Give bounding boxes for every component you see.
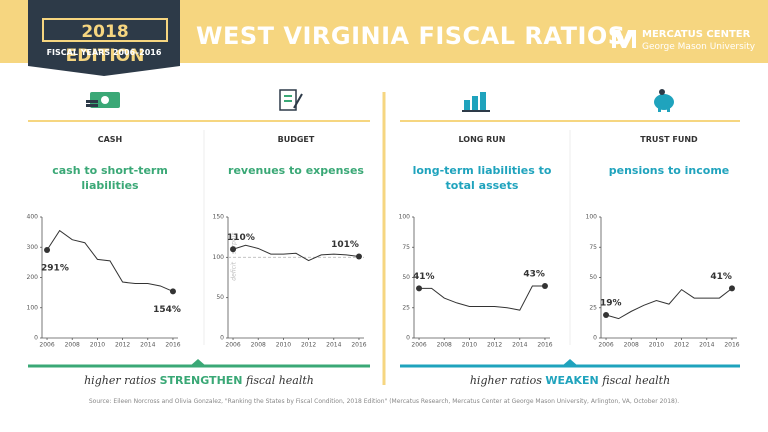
x-tick-label: 2014	[326, 342, 341, 349]
x-tick-label: 2010	[462, 342, 477, 349]
section-label: LONG RUN	[458, 135, 506, 144]
years: FISCAL YEARS 2006–2016	[46, 48, 162, 57]
x-tick-label: 2006	[598, 342, 613, 349]
data-point	[169, 288, 176, 295]
y-tick-label: 400	[27, 214, 39, 221]
footer-emphasis: STRENGTHEN	[159, 374, 243, 387]
university: George Mason University	[642, 42, 756, 52]
y-tick-label: 0	[220, 335, 224, 342]
data-point	[603, 312, 610, 319]
x-tick-label: 2008	[251, 342, 266, 349]
x-tick-label: 2016	[351, 342, 366, 349]
data-point	[44, 246, 51, 253]
data-line	[605, 287, 733, 320]
page-title: WEST VIRGINIA FISCAL RATIOS	[196, 22, 626, 50]
reference-label: deficit	[231, 261, 238, 280]
y-tick-label: 100	[213, 254, 225, 261]
reference-label: surplus	[231, 232, 238, 254]
chart-title: pensions to income	[608, 164, 730, 177]
y-tick-label: 150	[213, 214, 225, 221]
value-label: 41%	[710, 272, 732, 282]
chart-title: cash to short-term liabilities	[52, 164, 168, 192]
x-tick-label: 2008	[65, 342, 80, 349]
footer-pointer	[190, 359, 206, 366]
y-tick-label: 0	[593, 335, 597, 342]
footer-text: higher ratios	[84, 374, 157, 387]
value-label: 41%	[413, 272, 435, 282]
x-tick-label: 2012	[674, 342, 689, 349]
chart-title: revenues to expenses	[228, 164, 364, 177]
x-tick-label: 2016	[724, 342, 739, 349]
value-label: 101%	[331, 240, 359, 250]
section-label: CASH	[97, 135, 123, 144]
x-tick-label: 2006	[411, 342, 426, 349]
y-tick-label: 0	[406, 335, 410, 342]
data-point	[230, 246, 237, 253]
x-tick-label: 2012	[301, 342, 316, 349]
data-line	[46, 229, 174, 292]
x-tick-label: 2014	[140, 342, 155, 349]
section-label: TRUST FUND	[640, 135, 698, 144]
y-tick-label: 75	[402, 244, 410, 251]
x-tick-label: 2010	[276, 342, 291, 349]
y-tick-label: 25	[402, 304, 410, 311]
footer-text: fiscal health	[602, 374, 671, 387]
x-tick-label: 2016	[165, 342, 180, 349]
y-tick-label: 100	[586, 214, 598, 221]
footer-text: higher ratios	[469, 374, 542, 387]
y-tick-label: 50	[402, 274, 410, 281]
value-label: 291%	[41, 263, 69, 273]
value-label: 110%	[227, 233, 255, 243]
y-tick-label: 25	[589, 304, 597, 311]
icon-trust-fund	[654, 89, 674, 112]
y-tick-label: 100	[27, 304, 39, 311]
x-tick-label: 2008	[624, 342, 639, 349]
x-tick-label: 2006	[39, 342, 54, 349]
value-label: 19%	[600, 299, 622, 309]
x-tick-label: 2010	[90, 342, 105, 349]
x-tick-label: 2012	[487, 342, 502, 349]
footer-emphasis: WEAKEN	[545, 374, 599, 387]
y-tick-label: 50	[216, 294, 224, 301]
y-tick-label: 100	[399, 214, 411, 221]
y-tick-label: 300	[27, 244, 39, 251]
data-point	[416, 285, 423, 292]
footer-text: fiscal health	[246, 374, 314, 387]
data-point	[355, 253, 362, 260]
value-label: 43%	[523, 269, 545, 279]
x-tick-label: 2014	[512, 342, 527, 349]
x-tick-label: 2008	[437, 342, 452, 349]
section-label: BUDGET	[277, 135, 315, 144]
x-tick-label: 2016	[537, 342, 552, 349]
x-tick-label: 2014	[699, 342, 714, 349]
icon-cash	[86, 92, 120, 108]
source: Source: Eileen Norcross and Olivia Gonza…	[88, 398, 680, 405]
icon-long-run	[462, 92, 490, 112]
footer-note: higher ratios WEAKEN fiscal health	[399, 374, 741, 387]
footer-note: higher ratios STRENGTHEN fiscal health	[28, 374, 370, 387]
icon-budget	[279, 89, 303, 111]
logo-mark	[612, 30, 636, 48]
data-line	[232, 244, 360, 262]
y-tick-label: 75	[589, 244, 597, 251]
y-tick-label: 0	[34, 335, 38, 342]
data-line	[419, 285, 545, 311]
y-tick-label: 50	[589, 274, 597, 281]
y-tick-label: 200	[27, 274, 39, 281]
org-name: MERCATUS CENTER	[642, 29, 751, 40]
footer-pointer	[562, 359, 578, 366]
data-point	[541, 282, 548, 289]
edition: 2018 EDITION	[42, 18, 168, 66]
x-tick-label: 2010	[649, 342, 664, 349]
value-label: 154%	[153, 305, 181, 315]
data-point	[728, 285, 735, 292]
x-tick-label: 2012	[115, 342, 130, 349]
x-tick-label: 2006	[225, 342, 240, 349]
chart-title: long-term liabilities to total assets	[412, 164, 552, 192]
